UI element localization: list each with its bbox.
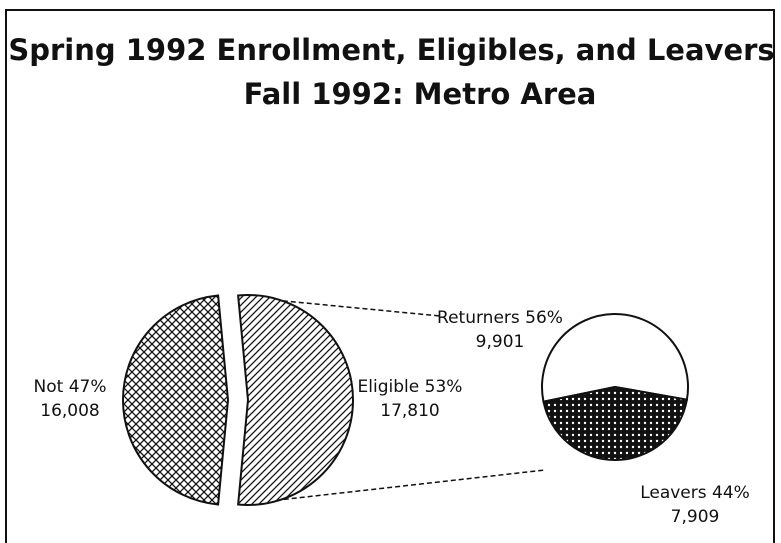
- category-label: Not: [34, 377, 64, 397]
- category-label: Eligible: [358, 377, 420, 397]
- value-label: 44%: [712, 483, 750, 503]
- category-label: Leavers: [640, 483, 707, 503]
- slice-label: Leavers 44%: [640, 483, 750, 503]
- value-label: 53%: [425, 377, 463, 397]
- slice-label: Eligible 53%: [358, 377, 463, 397]
- slice-label: Returners 56%: [437, 308, 563, 328]
- count-label: 17,810: [380, 401, 439, 421]
- count-label: 16,008: [40, 401, 99, 421]
- pie-slice: [542, 385, 689, 461]
- value-label: 47%: [69, 377, 107, 397]
- value-label: 56%: [525, 308, 563, 328]
- pie-slice: [541, 313, 689, 403]
- count-label: 9,901: [476, 332, 525, 352]
- pie-slice: [237, 294, 354, 506]
- pie-slice: [122, 294, 230, 506]
- slice-label: Not 47%: [34, 377, 107, 397]
- category-label: Returners: [437, 308, 520, 328]
- count-label: 7,909: [671, 507, 720, 527]
- connector: [251, 469, 546, 504]
- chart-title: Spring 1992 Enrollment, Eligibles, and L…: [8, 33, 781, 111]
- frame: [5, 9, 775, 543]
